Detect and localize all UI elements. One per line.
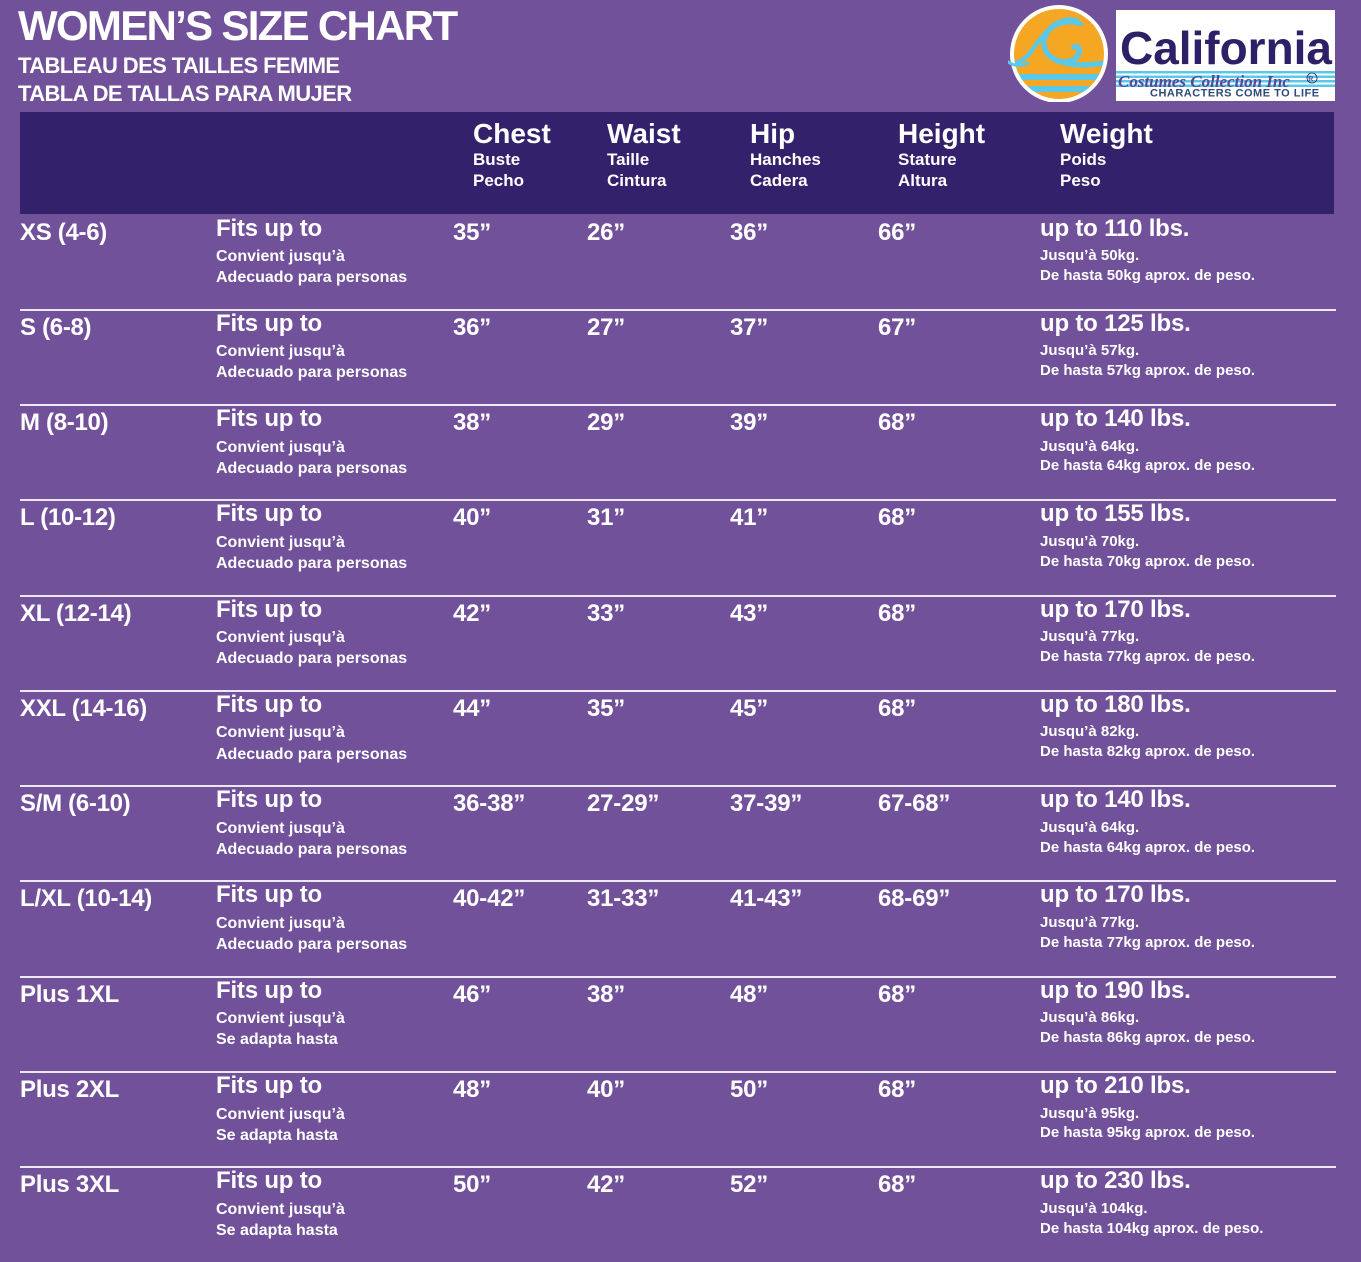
svg-text:CHARACTERS COME TO LIFE: CHARACTERS COME TO LIFE [1150, 88, 1320, 100]
svg-text:R: R [1308, 76, 1313, 83]
svg-text:California: California [1120, 22, 1332, 74]
